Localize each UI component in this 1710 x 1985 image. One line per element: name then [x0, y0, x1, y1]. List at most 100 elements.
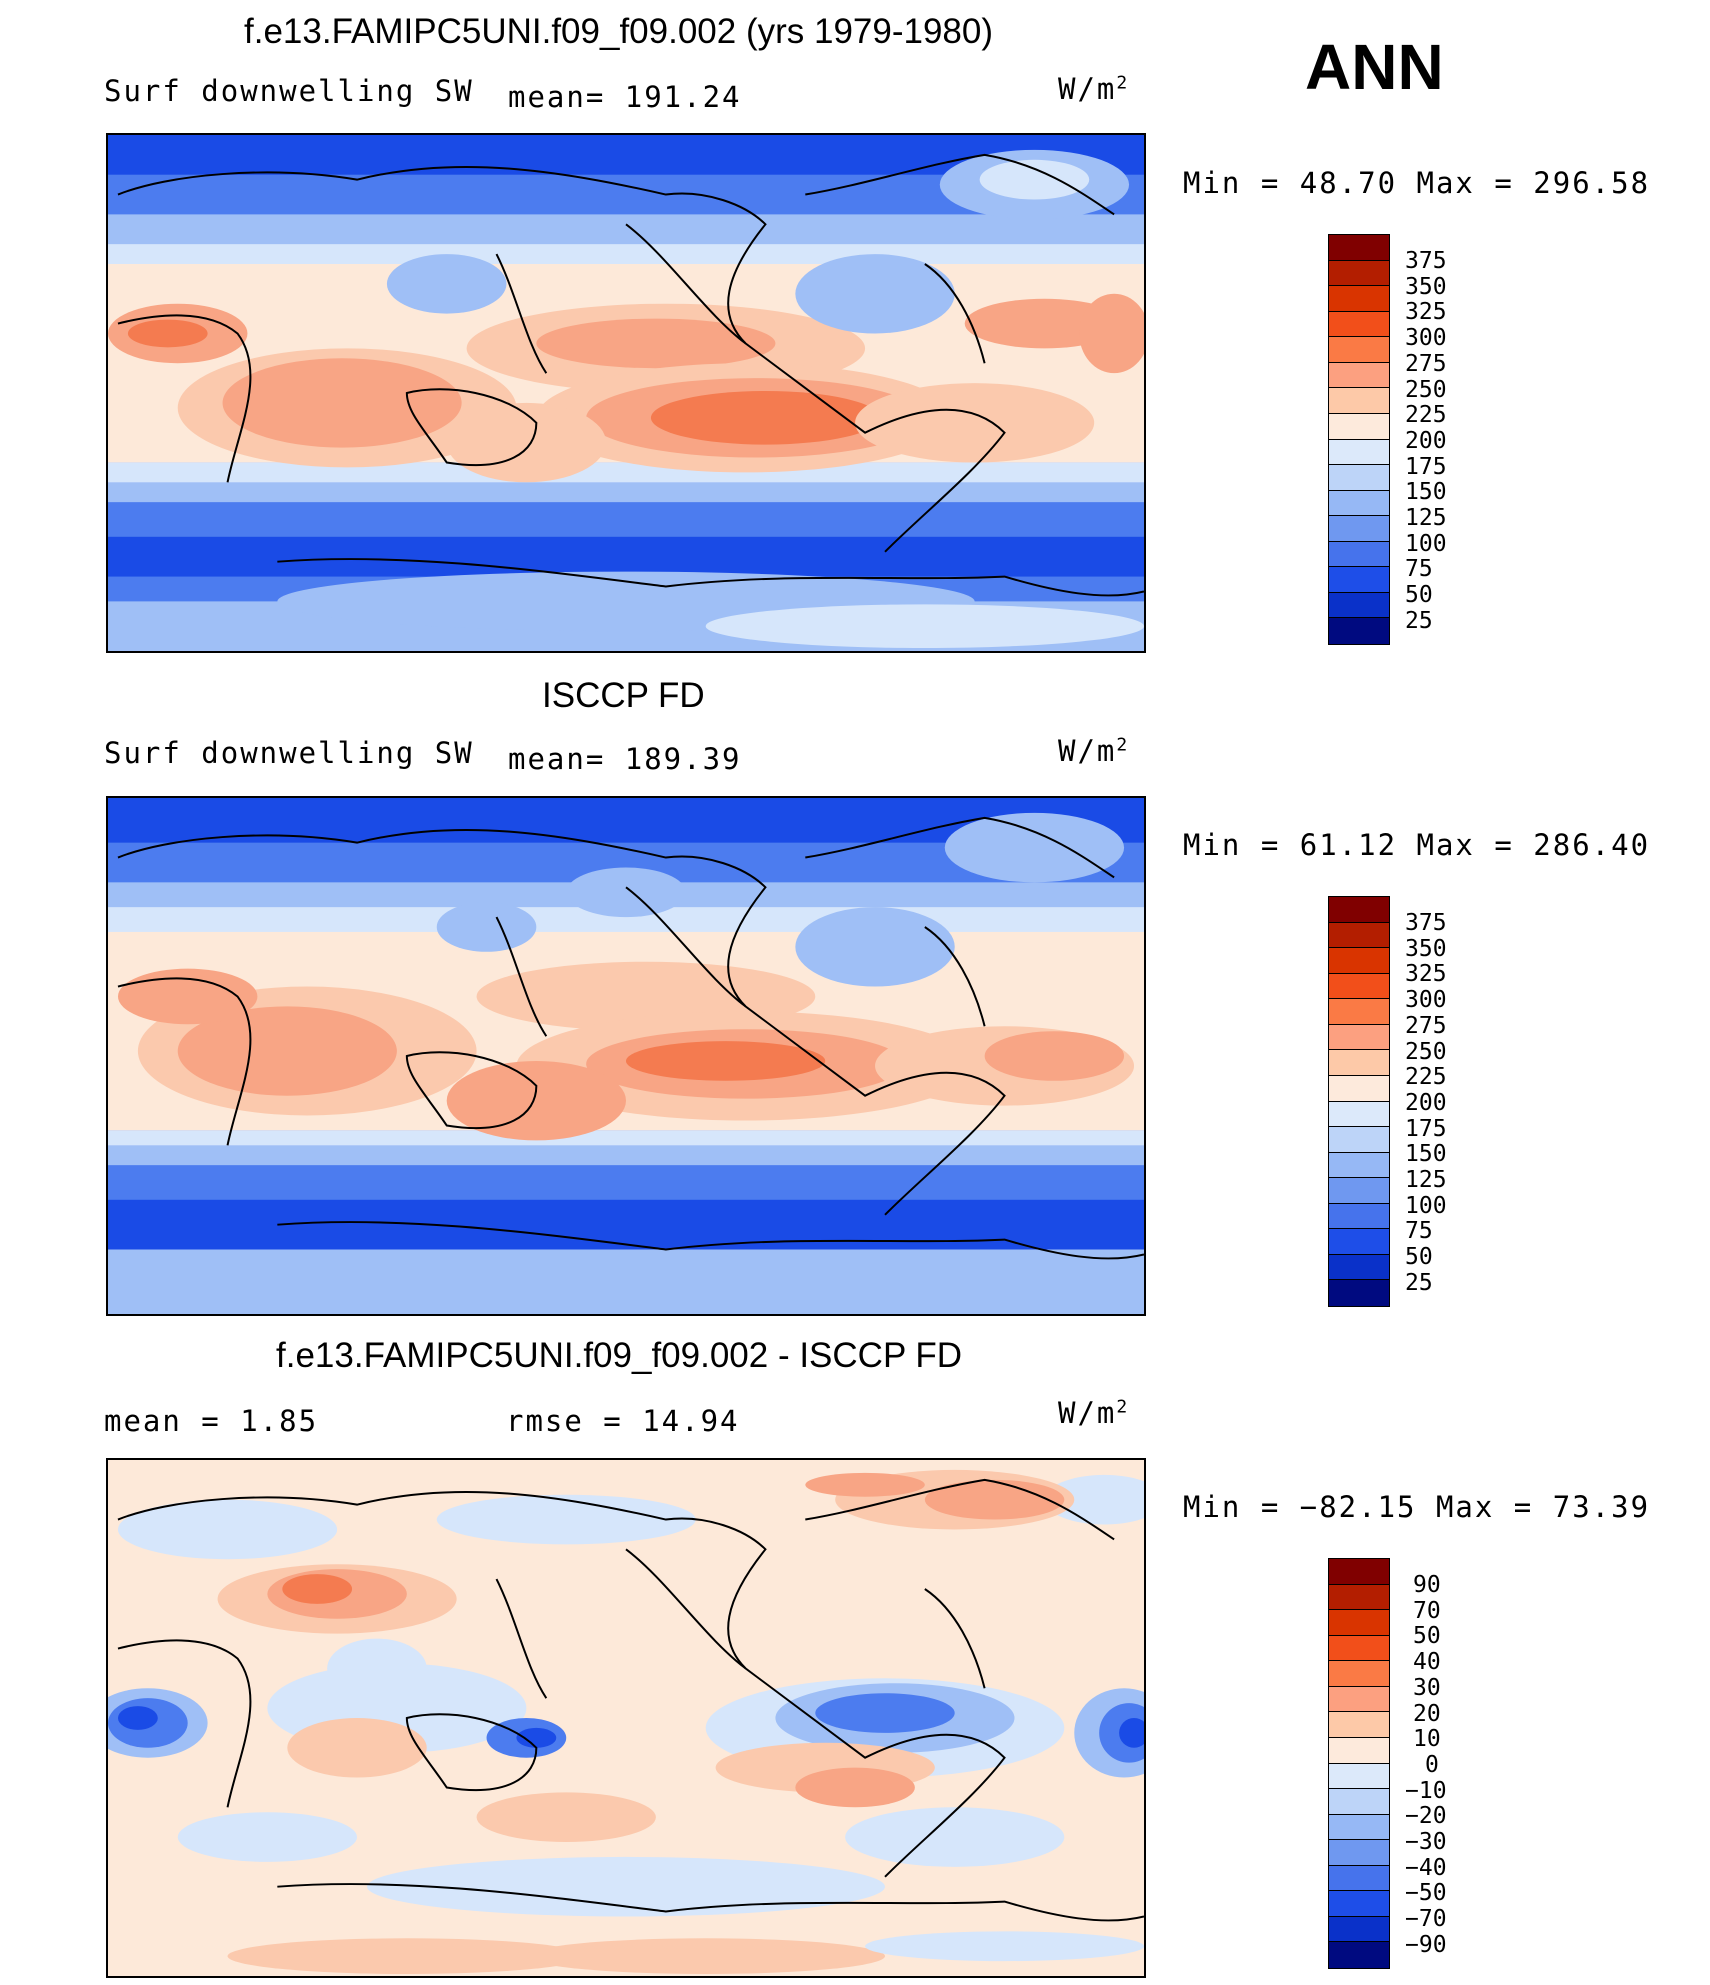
colorbar-tick: 300 [1405, 987, 1447, 1014]
colorbar-tick: 100 [1405, 530, 1447, 557]
panel-3-colorbar [1328, 1558, 1390, 1969]
colorbar-tick: 300 [1405, 325, 1447, 352]
colorbar-tick: 375 [1405, 248, 1447, 274]
colorbar-swatch [1329, 1127, 1389, 1153]
colorbar-tick: 325 [1405, 299, 1447, 326]
colorbar-swatch [1329, 1635, 1389, 1662]
colorbar-swatch [1329, 1865, 1389, 1892]
colorbar-tick: −50 [1405, 1880, 1447, 1907]
colorbar-tick: 125 [1405, 505, 1447, 531]
colorbar-tick: 275 [1405, 1012, 1447, 1039]
colorbar-swatch [1329, 439, 1389, 466]
colorbar-swatch [1329, 567, 1389, 593]
panel-2-colorbar [1328, 896, 1390, 1307]
panel-2-map [106, 796, 1146, 1316]
colorbar-swatch [1329, 1050, 1389, 1076]
colorbar-swatch [1329, 973, 1389, 1000]
colorbar-tick: 250 [1405, 376, 1447, 403]
panel-1-colorbar [1328, 234, 1390, 645]
colorbar-tick: 125 [1405, 1167, 1447, 1193]
colorbar-swatch [1329, 1763, 1389, 1790]
colorbar-swatch [1329, 337, 1389, 363]
panel-1-title: f.e13.FAMIPC5UNI.f09_f09.002 (yrs 1979-1… [244, 12, 994, 51]
panel-2-minmax: Min = 61.12 Max = 286.40 [1183, 828, 1651, 862]
colorbar-tick: 325 [1405, 961, 1447, 988]
colorbar-tick: 225 [1405, 1064, 1447, 1091]
colorbar-tick: 275 [1405, 350, 1447, 377]
colorbar-swatch [1329, 465, 1389, 491]
colorbar-swatch [1329, 260, 1389, 287]
colorbar-swatch [1329, 1075, 1389, 1102]
colorbar-swatch [1329, 1203, 1389, 1230]
colorbar-tick: 25 [1405, 607, 1433, 634]
colorbar-swatch [1329, 490, 1389, 517]
colorbar-tick: −10 [1405, 1777, 1447, 1804]
colorbar-tick: 25 [1405, 1269, 1433, 1296]
colorbar-swatch [1329, 897, 1389, 923]
colorbar-swatch [1329, 948, 1389, 974]
colorbar-tick: 225 [1405, 402, 1447, 429]
colorbar-swatch [1329, 286, 1389, 312]
panel-3-minmax: Min = −82.15 Max = 73.39 [1183, 1490, 1651, 1524]
colorbar-swatch [1329, 1840, 1389, 1866]
panel-1-minmax: Min = 48.70 Max = 296.58 [1183, 166, 1651, 200]
panel-1-variable-label: Surf downwelling SW [104, 74, 474, 108]
season-label: ANN [1305, 31, 1444, 103]
panel-2-mean-label: mean= 189.39 [508, 742, 742, 776]
colorbar-tick: 30 [1413, 1674, 1441, 1701]
panel-1-mean-label: mean= 191.24 [508, 80, 742, 114]
colorbar-swatch [1329, 541, 1389, 568]
colorbar-tick: 90 [1413, 1572, 1441, 1598]
colorbar-tick: 20 [1413, 1700, 1441, 1727]
colorbar-tick: 150 [1405, 1141, 1447, 1168]
colorbar-tick: 0 [1425, 1751, 1439, 1778]
colorbar-swatch [1329, 1814, 1389, 1841]
colorbar-swatch [1329, 1178, 1389, 1204]
colorbar-swatch [1329, 592, 1389, 619]
colorbar-swatch [1329, 1024, 1389, 1051]
colorbar-tick: 50 [1405, 582, 1433, 609]
colorbar-swatch [1329, 1280, 1389, 1306]
panel-3-units: W/m2 [1058, 1396, 1130, 1430]
panel-1-units: W/m2 [1058, 72, 1130, 106]
colorbar-tick: 175 [1405, 453, 1447, 480]
colorbar-swatch [1329, 618, 1389, 644]
panel-2-title: ISCCP FD [542, 676, 705, 715]
colorbar-tick: 350 [1405, 273, 1447, 300]
colorbar-swatch [1329, 516, 1389, 542]
colorbar-tick: −90 [1405, 1931, 1447, 1958]
colorbar-tick: 75 [1405, 1218, 1433, 1245]
colorbar-tick: 75 [1405, 556, 1433, 583]
colorbar-swatch [1329, 1559, 1389, 1585]
colorbar-swatch [1329, 1101, 1389, 1128]
colorbar-swatch [1329, 1661, 1389, 1687]
colorbar-tick: −70 [1405, 1906, 1447, 1933]
colorbar-tick: −20 [1405, 1803, 1447, 1830]
colorbar-swatch [1329, 1942, 1389, 1968]
colorbar-swatch [1329, 1229, 1389, 1255]
colorbar-swatch [1329, 1610, 1389, 1636]
colorbar-tick: 375 [1405, 910, 1447, 936]
colorbar-tick: 350 [1405, 935, 1447, 962]
colorbar-swatch [1329, 1254, 1389, 1281]
colorbar-swatch [1329, 922, 1389, 949]
panel-3-map [106, 1458, 1146, 1978]
colorbar-tick: 200 [1405, 427, 1447, 454]
colorbar-tick: 10 [1413, 1726, 1441, 1753]
colorbar-tick: 175 [1405, 1115, 1447, 1142]
colorbar-swatch [1329, 388, 1389, 414]
colorbar-swatch [1329, 362, 1389, 389]
colorbar-swatch [1329, 999, 1389, 1025]
colorbar-swatch [1329, 1152, 1389, 1179]
colorbar-swatch [1329, 413, 1389, 440]
colorbar-tick: 40 [1413, 1649, 1441, 1676]
colorbar-swatch [1329, 1712, 1389, 1738]
colorbar-swatch [1329, 1686, 1389, 1713]
colorbar-tick: 50 [1413, 1623, 1441, 1650]
colorbar-tick: −30 [1405, 1829, 1447, 1855]
panel-2-variable-label: Surf downwelling SW [104, 736, 474, 770]
colorbar-swatch [1329, 311, 1389, 338]
panel-3-title: f.e13.FAMIPC5UNI.f09_f09.002 - ISCCP FD [276, 1336, 963, 1375]
colorbar-tick: 50 [1405, 1244, 1433, 1271]
colorbar-swatch [1329, 1789, 1389, 1815]
